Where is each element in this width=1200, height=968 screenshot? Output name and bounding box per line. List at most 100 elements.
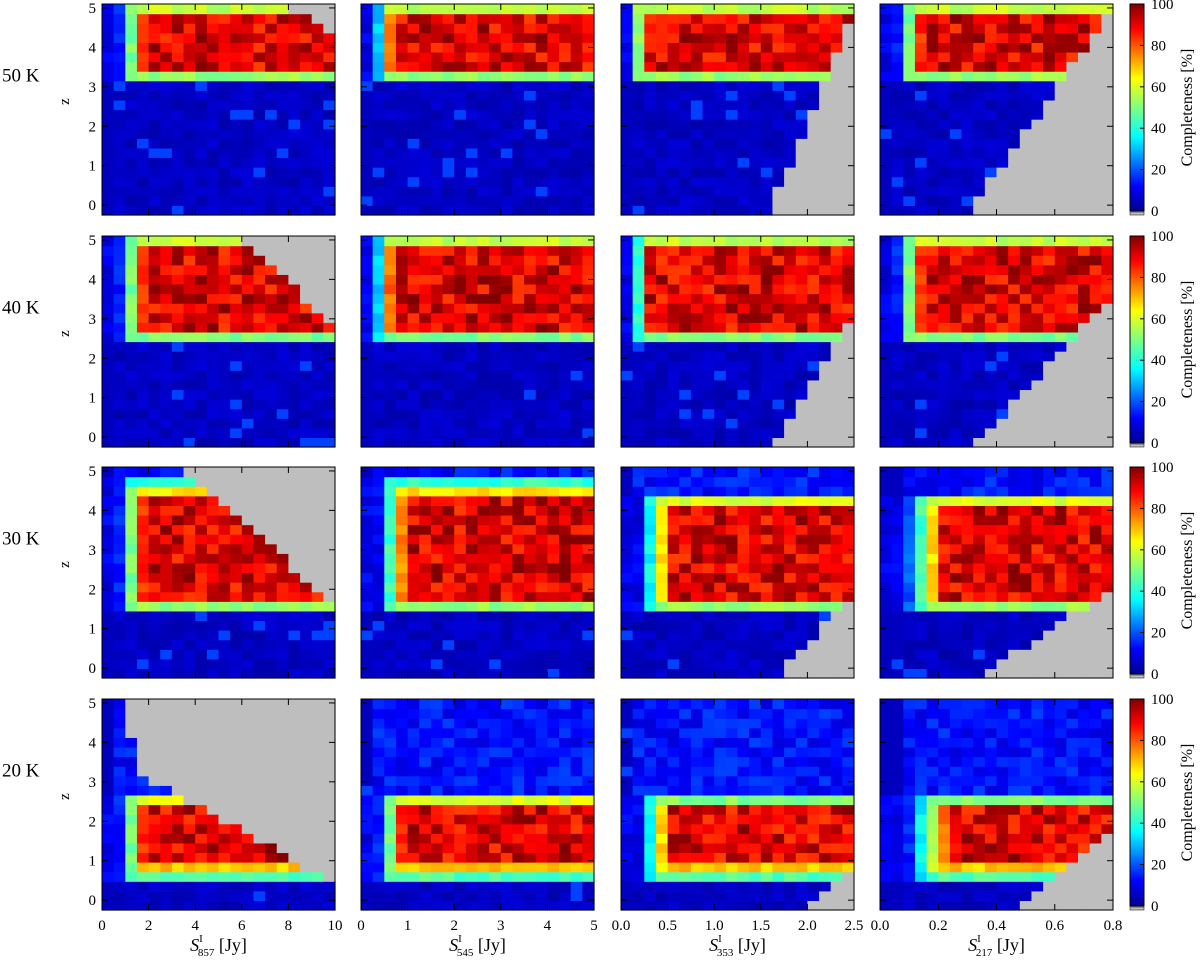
heatmap-cell (1031, 399, 1044, 410)
heatmap-cell (206, 427, 220, 439)
heatmap-cell (372, 23, 385, 34)
heatmap-cell (1019, 99, 1033, 111)
heatmap-cell (1019, 264, 1033, 275)
heatmap-cell (1078, 4, 1091, 15)
heatmap-cell (582, 543, 595, 554)
heatmap-cell (300, 119, 313, 130)
heatmap-cell (1031, 13, 1044, 24)
heatmap-cell (582, 167, 595, 178)
heatmap-cell (265, 418, 278, 429)
heatmap-cell (265, 476, 278, 487)
heatmap-cell (903, 351, 916, 362)
heatmap-cell (160, 245, 173, 256)
heatmap-cell (984, 51, 998, 63)
heatmap-cell (253, 591, 266, 602)
heatmap-cell (1089, 408, 1102, 419)
heatmap-cell (311, 399, 324, 410)
heatmap-cell (407, 71, 420, 82)
heatmap-cell (702, 147, 715, 159)
heatmap-cell (230, 524, 243, 535)
heatmap-cell (679, 389, 692, 400)
heatmap-cell (125, 147, 138, 159)
heatmap-cell (714, 42, 727, 53)
heatmap-cell (419, 186, 432, 197)
heatmap-cell (772, 553, 785, 564)
heatmap-cell (772, 167, 785, 178)
heatmap-cell (102, 90, 115, 101)
heatmap-cell (1101, 13, 1114, 24)
heatmap-cell (230, 427, 243, 439)
heatmap-cell (465, 524, 479, 535)
heatmap-cell (300, 486, 313, 497)
heatmap-cell (667, 427, 680, 439)
heatmap-cell (582, 80, 595, 91)
heatmap-cell (489, 591, 502, 602)
heatmap-cell (830, 264, 843, 275)
heatmap-cell (384, 649, 397, 660)
heatmap-cell (725, 80, 739, 91)
heatmap-cell (218, 322, 231, 333)
heatmap-cell (1019, 147, 1033, 159)
heatmap-cell (702, 264, 715, 275)
heatmap-cell (136, 195, 150, 207)
heatmap-cell (1008, 119, 1021, 130)
heatmap-cell (323, 543, 336, 554)
heatmap-cell (454, 591, 467, 602)
heatmap-cell (644, 322, 657, 333)
heatmap-cell (265, 630, 278, 641)
heatmap-cell (1031, 255, 1044, 266)
heatmap-cell (524, 119, 537, 130)
heatmap-cell (547, 13, 560, 24)
heatmap-cell (1078, 23, 1091, 34)
heatmap-cell (903, 236, 916, 247)
heatmap-cell (241, 379, 255, 391)
heatmap-cell (621, 601, 634, 612)
heatmap-cell (125, 534, 138, 545)
heatmap-cell (784, 312, 797, 323)
heatmap-cell (195, 486, 208, 497)
heatmap-cell (621, 274, 634, 285)
heatmap-cell (395, 147, 409, 159)
heatmap-cell (384, 572, 397, 583)
heatmap-cell (311, 582, 324, 593)
heatmap-cell (891, 351, 904, 362)
heatmap-cell (477, 236, 490, 247)
heatmap-cell (760, 283, 774, 295)
heatmap-cell (819, 109, 832, 120)
heatmap-cell (253, 236, 266, 247)
heatmap-cell (442, 322, 455, 333)
heatmap-cell (807, 119, 820, 130)
heatmap-cell (113, 360, 126, 371)
heatmap-cell (288, 99, 301, 111)
heatmap-cell (725, 389, 739, 400)
heatmap-cell (384, 486, 397, 497)
heatmap-cell (241, 283, 255, 295)
heatmap-cell (1089, 293, 1102, 304)
heatmap-cell (171, 389, 185, 400)
heatmap-cell (582, 610, 595, 622)
heatmap-cell (772, 408, 785, 419)
heatmap-cell (253, 205, 266, 216)
heatmap-cell (195, 119, 208, 130)
heatmap-cell (737, 293, 750, 304)
heatmap-cell (430, 42, 444, 53)
heatmap-cell (512, 176, 525, 187)
heatmap-cell (903, 255, 916, 266)
heatmap-cell (760, 205, 774, 216)
heatmap-cell (241, 601, 255, 612)
heatmap-cell (632, 51, 645, 63)
heatmap-cell (512, 553, 525, 564)
heatmap-cell (288, 71, 301, 82)
heatmap-cell (807, 109, 820, 120)
heatmap-cell (973, 351, 986, 362)
heatmap-cell (714, 370, 727, 381)
heatmap-cell (582, 437, 595, 448)
heatmap-cell (1054, 389, 1067, 400)
heatmap-cell (1054, 408, 1067, 419)
heatmap-cell (644, 4, 657, 15)
heatmap-cell (253, 620, 266, 631)
heatmap-cell (265, 51, 278, 63)
heatmap-cell (949, 303, 963, 314)
heatmap-cell (183, 534, 196, 545)
heatmap-cell (784, 543, 797, 554)
